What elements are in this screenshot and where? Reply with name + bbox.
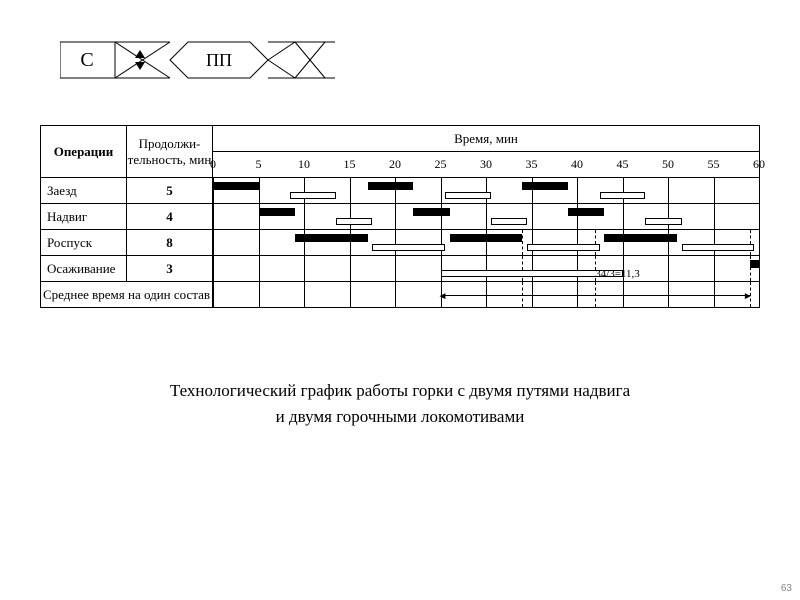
- track-diagram: С ПП: [60, 30, 340, 90]
- track-right-label: ПП: [206, 50, 232, 70]
- time-tick: 25: [435, 157, 447, 172]
- summary-gantt: ◄►34/3=11,3: [213, 282, 760, 308]
- page-number: 63: [781, 583, 792, 594]
- time-tick: 5: [256, 157, 262, 172]
- time-tick: 15: [344, 157, 356, 172]
- summary-label: Среднее время на один состав: [41, 282, 213, 308]
- bar-solid: [568, 208, 604, 216]
- row-name: Заезд: [41, 178, 127, 204]
- time-tick: 40: [571, 157, 583, 172]
- bar-hollow: [336, 218, 372, 225]
- header-duration: Продолжи- тельность, мин: [127, 126, 213, 178]
- bar-solid: [604, 234, 677, 242]
- time-tick: 10: [298, 157, 310, 172]
- time-tick: 50: [662, 157, 674, 172]
- time-tick: 55: [708, 157, 720, 172]
- bar-hollow: [445, 192, 491, 199]
- header-time: Время, мин: [213, 126, 760, 152]
- bar-solid: [522, 182, 568, 190]
- gantt-table: Операции Продолжи- тельность, мин Время,…: [40, 125, 760, 308]
- bar-hollow: [491, 218, 527, 225]
- bar-hollow: [527, 244, 600, 251]
- bar-solid: [295, 234, 368, 242]
- bar-hollow: [372, 244, 445, 251]
- bar-solid: [450, 234, 523, 242]
- bar-solid: [213, 182, 259, 190]
- time-tick: 45: [617, 157, 629, 172]
- bar-solid: [368, 182, 414, 190]
- summary-annotation: 34/3=11,3: [595, 268, 640, 280]
- row-duration: 3: [127, 256, 213, 282]
- time-tick: 0: [210, 157, 216, 172]
- row-duration: 8: [127, 230, 213, 256]
- track-left-label: С: [80, 49, 93, 71]
- bar-hollow: [290, 192, 336, 199]
- bar-solid: [413, 208, 449, 216]
- row-gantt: [213, 178, 760, 204]
- row-gantt: [213, 230, 760, 256]
- time-tick: 30: [480, 157, 492, 172]
- row-gantt: [213, 256, 760, 282]
- bar-hollow: [682, 244, 755, 251]
- row-gantt: [213, 204, 760, 230]
- bar-hollow: [645, 218, 681, 225]
- caption: Технологический график работы горки с дв…: [40, 378, 760, 429]
- row-name: Надвиг: [41, 204, 127, 230]
- time-axis: 051015202530354045505560: [213, 152, 760, 178]
- bar-solid: [259, 208, 295, 216]
- row-duration: 5: [127, 178, 213, 204]
- row-duration: 4: [127, 204, 213, 230]
- time-tick: 35: [526, 157, 538, 172]
- row-name: Осаживание: [41, 256, 127, 282]
- row-name: Роспуск: [41, 230, 127, 256]
- time-tick: 20: [389, 157, 401, 172]
- bar-solid: [750, 260, 759, 268]
- header-operations: Операции: [41, 126, 127, 178]
- time-tick: 60: [753, 157, 765, 172]
- bar-hollow: [600, 192, 646, 199]
